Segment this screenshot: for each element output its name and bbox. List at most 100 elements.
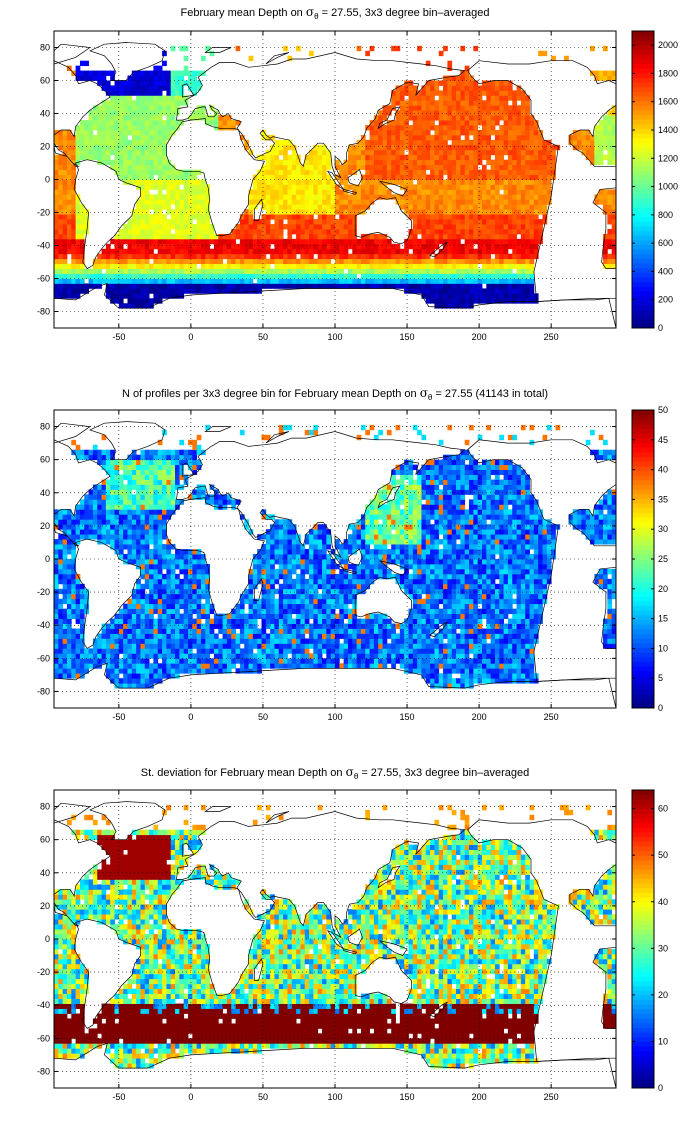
heatmap-cell bbox=[283, 243, 288, 250]
heatmap-cell bbox=[162, 544, 167, 550]
heatmap-cell bbox=[196, 268, 202, 274]
heatmap-cell bbox=[244, 224, 249, 230]
heatmap-cell bbox=[105, 90, 111, 96]
heatmap-cell bbox=[404, 159, 409, 166]
heatmap-cell bbox=[533, 298, 539, 304]
heatmap-cell bbox=[322, 149, 327, 156]
heatmap-cell bbox=[127, 638, 133, 644]
heatmap-cell bbox=[97, 484, 102, 490]
heatmap-cell bbox=[170, 105, 176, 111]
heatmap-cell bbox=[218, 258, 223, 265]
heatmap-cell bbox=[520, 125, 526, 131]
heatmap-cell bbox=[347, 258, 353, 265]
heatmap-cell bbox=[127, 454, 133, 461]
heatmap-cell bbox=[162, 489, 167, 495]
heatmap-cell bbox=[140, 120, 146, 126]
heatmap-cell bbox=[611, 105, 617, 111]
heatmap-cell bbox=[131, 514, 137, 520]
heatmap-cell bbox=[144, 623, 150, 629]
heatmap-cell bbox=[101, 263, 107, 269]
heatmap-cell bbox=[464, 85, 470, 91]
colorbar-segment bbox=[632, 137, 654, 143]
heatmap-cell bbox=[66, 224, 72, 230]
heatmap-cell bbox=[144, 298, 150, 304]
heatmap-cell bbox=[447, 134, 453, 141]
heatmap-cell bbox=[118, 298, 124, 304]
heatmap-cell bbox=[140, 514, 146, 520]
heatmap-cell bbox=[525, 199, 530, 205]
heatmap-cell bbox=[499, 273, 504, 279]
heatmap-cell bbox=[451, 80, 457, 86]
heatmap-cell bbox=[84, 154, 89, 161]
heatmap-cell bbox=[127, 154, 133, 161]
heatmap-cell bbox=[469, 214, 474, 220]
heatmap-cell bbox=[79, 449, 85, 456]
heatmap-cell bbox=[188, 204, 193, 210]
heatmap-cell bbox=[430, 214, 435, 220]
heatmap-cell bbox=[412, 224, 418, 230]
heatmap-cell bbox=[270, 229, 275, 235]
heatmap-cell bbox=[304, 154, 310, 161]
heatmap-cell bbox=[123, 509, 128, 515]
heatmap-cell bbox=[283, 139, 288, 146]
heatmap-cell bbox=[114, 248, 120, 255]
heatmap-cell bbox=[222, 253, 228, 260]
heatmap-cell bbox=[157, 544, 163, 550]
heatmap-cell bbox=[54, 164, 59, 170]
heatmap-cell bbox=[127, 529, 133, 535]
heatmap-cell bbox=[464, 278, 470, 284]
heatmap-cell bbox=[149, 154, 154, 161]
heatmap-cell bbox=[395, 164, 401, 170]
heatmap-cell bbox=[252, 263, 258, 269]
heatmap-cell bbox=[382, 283, 388, 289]
heatmap-cell bbox=[170, 283, 176, 289]
heatmap-cell bbox=[430, 134, 435, 141]
heatmap-cell bbox=[71, 189, 77, 195]
heatmap-cell bbox=[131, 653, 137, 659]
heatmap-cell bbox=[309, 199, 314, 205]
heatmap-cell bbox=[525, 209, 530, 215]
heatmap-cell bbox=[153, 278, 159, 284]
heatmap-cell bbox=[75, 514, 81, 520]
heatmap-cell bbox=[425, 149, 431, 156]
heatmap-cell bbox=[486, 189, 492, 195]
heatmap-cell bbox=[430, 224, 435, 230]
heatmap-cell bbox=[105, 539, 111, 545]
heatmap-cell bbox=[404, 110, 409, 116]
heatmap-cell bbox=[153, 638, 159, 644]
heatmap-cell bbox=[244, 253, 249, 260]
heatmap-cell bbox=[213, 263, 219, 269]
heatmap-cell bbox=[611, 209, 617, 215]
heatmap-cell bbox=[140, 229, 146, 235]
heatmap-cell bbox=[157, 184, 163, 190]
heatmap-cell bbox=[443, 184, 448, 190]
heatmap-cell bbox=[105, 248, 111, 255]
heatmap-cell bbox=[477, 169, 483, 175]
heatmap-cell bbox=[265, 184, 271, 190]
heatmap-cell bbox=[516, 134, 522, 141]
heatmap-cell bbox=[438, 174, 444, 180]
heatmap-cell bbox=[261, 258, 267, 265]
heatmap-cell bbox=[287, 278, 293, 284]
heatmap-cell bbox=[469, 283, 474, 289]
heatmap-cell bbox=[395, 100, 401, 106]
heatmap-cell bbox=[114, 149, 120, 156]
heatmap-cell bbox=[84, 653, 89, 659]
heatmap-cell bbox=[105, 504, 111, 510]
heatmap-cell bbox=[153, 578, 159, 585]
heatmap-cell bbox=[235, 120, 241, 126]
heatmap-cell bbox=[97, 633, 102, 639]
heatmap-cell bbox=[196, 189, 202, 195]
heatmap-cell bbox=[188, 258, 193, 265]
heatmap-cell bbox=[438, 258, 444, 265]
heatmap-cell bbox=[140, 678, 146, 684]
heatmap-cell bbox=[244, 219, 249, 225]
heatmap-cell bbox=[356, 258, 362, 265]
heatmap-cell bbox=[430, 243, 435, 250]
heatmap-cell bbox=[283, 144, 288, 151]
heatmap-cell bbox=[110, 288, 115, 294]
heatmap-cell bbox=[162, 449, 167, 456]
heatmap-cell bbox=[209, 273, 215, 279]
heatmap-cell bbox=[188, 209, 193, 215]
heatmap-cell bbox=[343, 159, 349, 166]
